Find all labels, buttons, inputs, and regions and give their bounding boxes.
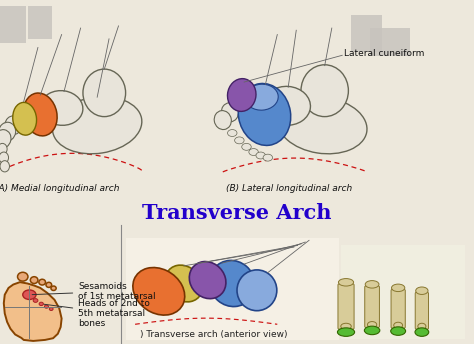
- Text: Transverse Arch: Transverse Arch: [142, 203, 332, 223]
- FancyBboxPatch shape: [28, 7, 52, 39]
- Text: ) Transverse arch (anterior view): ) Transverse arch (anterior view): [140, 330, 287, 338]
- Ellipse shape: [278, 97, 367, 154]
- Ellipse shape: [30, 277, 38, 283]
- Ellipse shape: [33, 299, 38, 302]
- Ellipse shape: [49, 308, 53, 311]
- FancyBboxPatch shape: [351, 15, 382, 52]
- Ellipse shape: [237, 270, 277, 311]
- Ellipse shape: [301, 65, 348, 117]
- Ellipse shape: [189, 261, 226, 299]
- Ellipse shape: [263, 154, 273, 161]
- FancyBboxPatch shape: [365, 286, 379, 328]
- FancyBboxPatch shape: [341, 245, 465, 339]
- Ellipse shape: [365, 281, 379, 288]
- Ellipse shape: [39, 279, 46, 285]
- Ellipse shape: [51, 286, 56, 290]
- Ellipse shape: [0, 143, 7, 154]
- FancyBboxPatch shape: [370, 28, 410, 56]
- Ellipse shape: [23, 93, 57, 136]
- Ellipse shape: [245, 84, 278, 110]
- Ellipse shape: [83, 69, 126, 117]
- Text: Heads of 2nd to
5th metatarsal
bones: Heads of 2nd to 5th metatarsal bones: [44, 299, 150, 328]
- Ellipse shape: [341, 323, 351, 330]
- Ellipse shape: [39, 302, 44, 305]
- Ellipse shape: [365, 326, 380, 335]
- FancyBboxPatch shape: [0, 7, 26, 43]
- Ellipse shape: [45, 305, 48, 308]
- Ellipse shape: [23, 290, 36, 300]
- Ellipse shape: [416, 287, 428, 294]
- Ellipse shape: [228, 130, 237, 137]
- Ellipse shape: [46, 282, 52, 287]
- Ellipse shape: [165, 265, 202, 302]
- Ellipse shape: [221, 103, 238, 122]
- Ellipse shape: [0, 122, 16, 141]
- Ellipse shape: [391, 327, 406, 335]
- Ellipse shape: [18, 272, 28, 281]
- Ellipse shape: [53, 97, 142, 154]
- Ellipse shape: [40, 90, 83, 125]
- Ellipse shape: [415, 328, 429, 336]
- Text: Lateral cuneiform: Lateral cuneiform: [344, 49, 424, 58]
- Polygon shape: [4, 282, 62, 341]
- Ellipse shape: [418, 323, 426, 330]
- Ellipse shape: [0, 152, 9, 163]
- FancyBboxPatch shape: [391, 289, 405, 329]
- Text: (B) Lateral longitudinal arch: (B) Lateral longitudinal arch: [226, 184, 352, 193]
- Ellipse shape: [5, 116, 22, 135]
- Ellipse shape: [367, 322, 377, 328]
- Ellipse shape: [214, 111, 231, 130]
- FancyBboxPatch shape: [415, 292, 428, 330]
- Ellipse shape: [338, 279, 354, 286]
- Ellipse shape: [392, 284, 405, 292]
- Ellipse shape: [0, 161, 9, 172]
- Ellipse shape: [210, 260, 255, 307]
- Ellipse shape: [235, 137, 244, 144]
- FancyBboxPatch shape: [126, 238, 339, 340]
- FancyBboxPatch shape: [338, 284, 354, 330]
- Ellipse shape: [13, 103, 36, 135]
- Ellipse shape: [242, 143, 251, 150]
- Ellipse shape: [394, 322, 402, 329]
- Ellipse shape: [337, 328, 355, 336]
- Ellipse shape: [133, 268, 185, 315]
- Ellipse shape: [256, 152, 265, 159]
- Ellipse shape: [249, 149, 258, 155]
- Text: Sesamoids
of 1st metatarsal: Sesamoids of 1st metatarsal: [32, 282, 156, 301]
- Text: (A) Medial longitudinal arch: (A) Medial longitudinal arch: [0, 184, 119, 193]
- Ellipse shape: [228, 79, 256, 111]
- Ellipse shape: [238, 84, 291, 146]
- Ellipse shape: [263, 86, 310, 125]
- Ellipse shape: [0, 130, 11, 149]
